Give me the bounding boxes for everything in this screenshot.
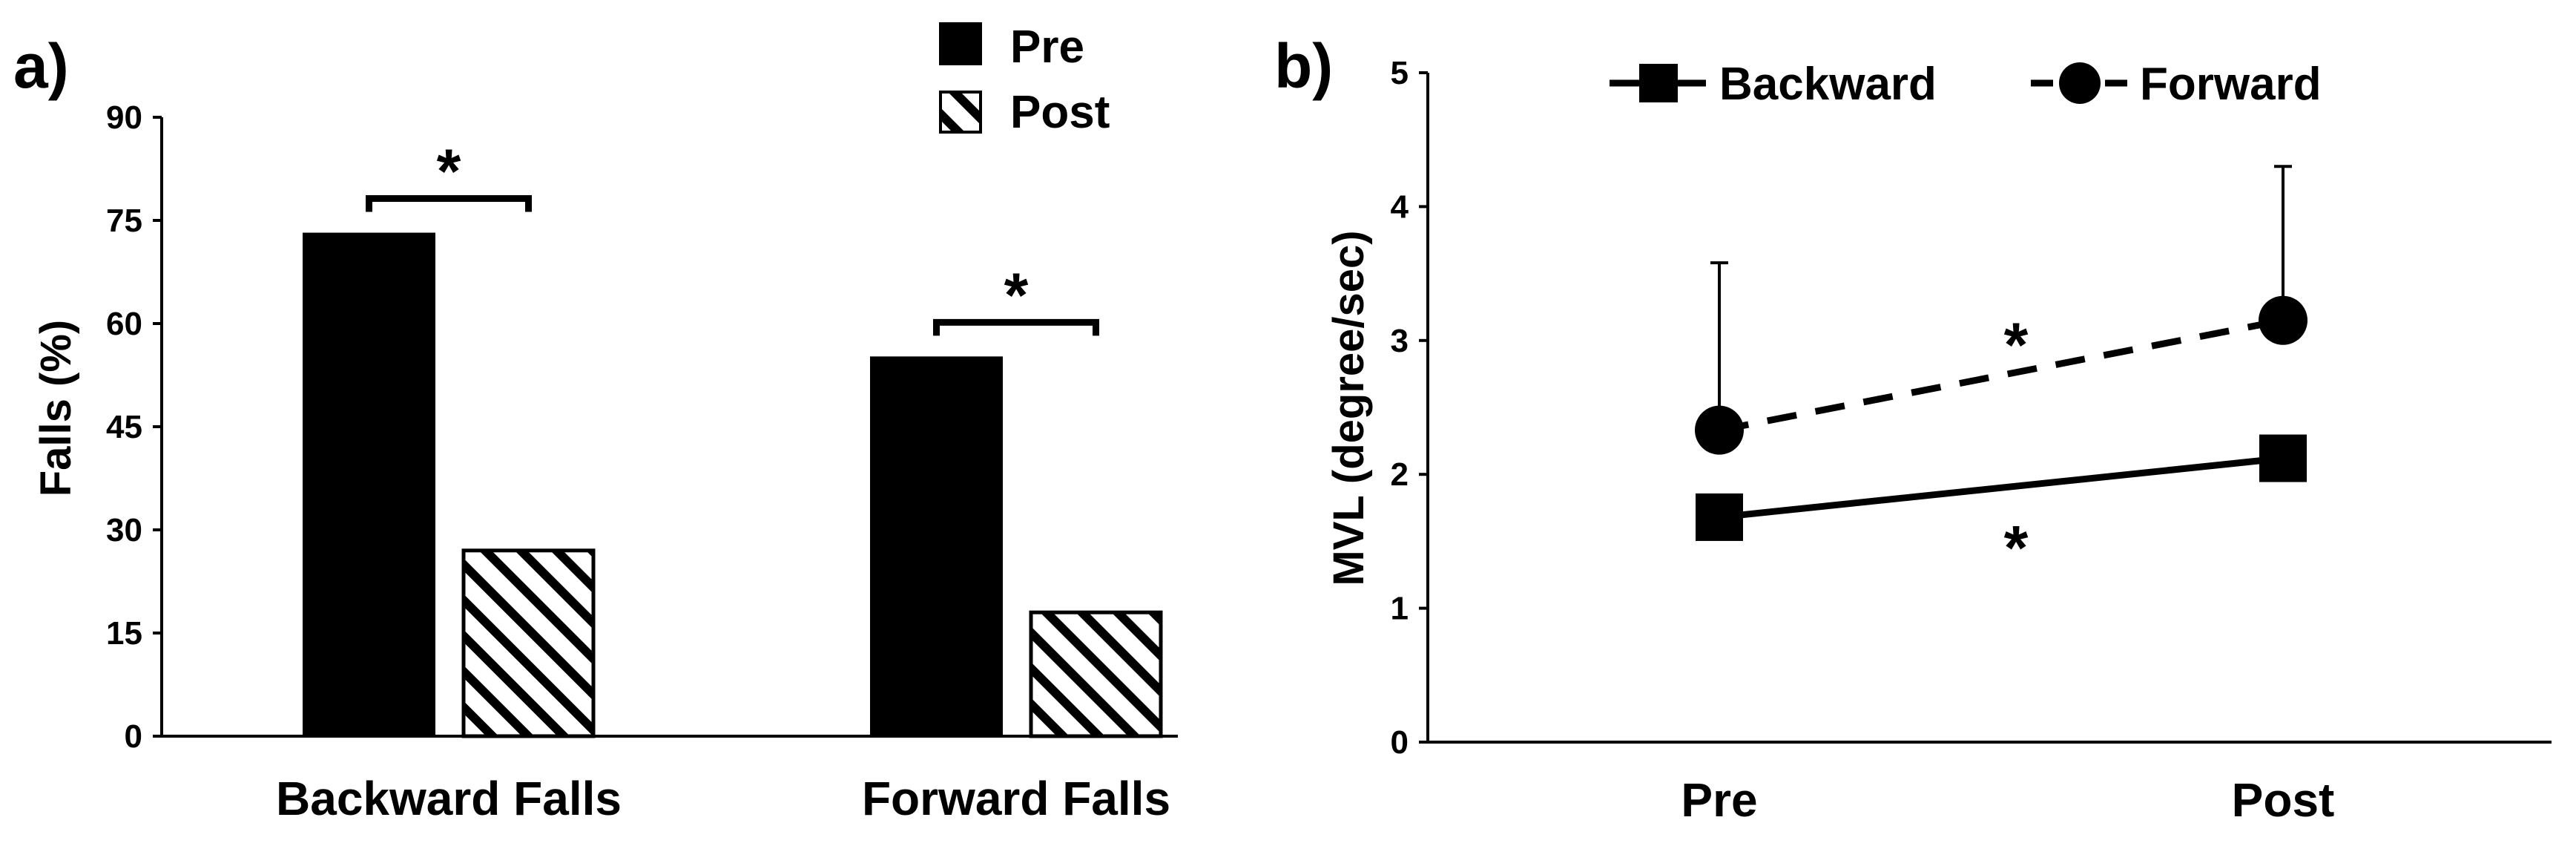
- y-tick-label-b: 1: [1391, 591, 1409, 627]
- y-axis-title-falls: Falls (%): [32, 320, 80, 497]
- significance-star-a-0: *: [437, 137, 461, 206]
- y-tick-label-a: 90: [106, 99, 142, 136]
- legend-label-forward: Forward: [2140, 59, 2322, 110]
- axes-b: [1426, 73, 2552, 744]
- y-tick-label-b: 2: [1391, 456, 1409, 493]
- bar-pre-1: [870, 356, 1003, 738]
- marker-circle-1: [2259, 295, 2307, 345]
- x-label-0: Pre: [1681, 773, 1757, 827]
- y-tick-label-a: 60: [106, 306, 142, 342]
- marker-square-0: [1696, 493, 1743, 541]
- bar-post-0: [461, 548, 596, 738]
- significance-markers-b: **: [2004, 310, 2029, 583]
- legend-label-post: Post: [1010, 87, 1110, 138]
- panel-label-a: a): [13, 31, 69, 101]
- series-line-forward: [1719, 317, 2284, 434]
- bar-pre-0: [303, 232, 435, 738]
- y-tick-label-a: 75: [106, 203, 142, 239]
- y-tick-label-b: 4: [1391, 188, 1409, 225]
- bars-a: [303, 232, 1163, 738]
- series-b: [1695, 165, 2307, 541]
- significance-star-a-1: *: [1004, 260, 1029, 329]
- x-label-1: Post: [2232, 773, 2335, 827]
- category-labels-a: Backward Falls Forward Falls: [276, 772, 1170, 825]
- marker-circle-0: [1695, 405, 1744, 455]
- bar-chart-falls: a) Falls (%) 0 15 30 45 60 75 90 Backward Fall…: [13, 22, 1178, 825]
- marker-square-1: [2259, 434, 2307, 482]
- x-labels-b: Pre Post: [1681, 773, 2334, 827]
- legend-swatch-post: [939, 91, 982, 134]
- significance-star-backward: *: [2004, 513, 2029, 583]
- category-label-1: Forward Falls: [862, 772, 1170, 825]
- significance-brackets-a: **: [366, 137, 1099, 336]
- significance-star-forward: *: [2004, 310, 2029, 380]
- legend-label-backward: Backward: [1719, 59, 1937, 110]
- legend-marker-forward: [2059, 62, 2101, 104]
- legend-label-pre: Pre: [1010, 22, 1084, 73]
- y-ticks-a: 0 15 30 45 60 75 90: [106, 99, 162, 755]
- legend-a: Pre Post: [939, 22, 1110, 138]
- category-label-0: Backward Falls: [276, 772, 622, 825]
- legend-marker-backward: [1639, 64, 1678, 102]
- series-line-backward: [1719, 455, 2284, 521]
- bar-post-1: [1029, 610, 1163, 738]
- legend-swatch-pre: [939, 22, 982, 65]
- y-tick-label-a: 15: [106, 615, 142, 652]
- y-tick-label-b: 0: [1391, 724, 1409, 761]
- y-tick-label-b: 5: [1391, 55, 1409, 91]
- panel-label-b: b): [1274, 31, 1333, 101]
- y-tick-label-a: 0: [125, 718, 142, 755]
- bracket-1: [933, 318, 1099, 336]
- bracket-0: [366, 195, 532, 212]
- legend-b: Backward Forward: [1610, 59, 2322, 110]
- y-tick-label-a: 45: [106, 409, 142, 445]
- y-ticks-b: 0 1 2 3 4 5: [1391, 55, 1428, 761]
- y-tick-label-b: 3: [1391, 323, 1409, 359]
- y-axis-title-mvl: MVL (degree/sec): [1325, 230, 1373, 586]
- y-tick-label-a: 30: [106, 512, 142, 548]
